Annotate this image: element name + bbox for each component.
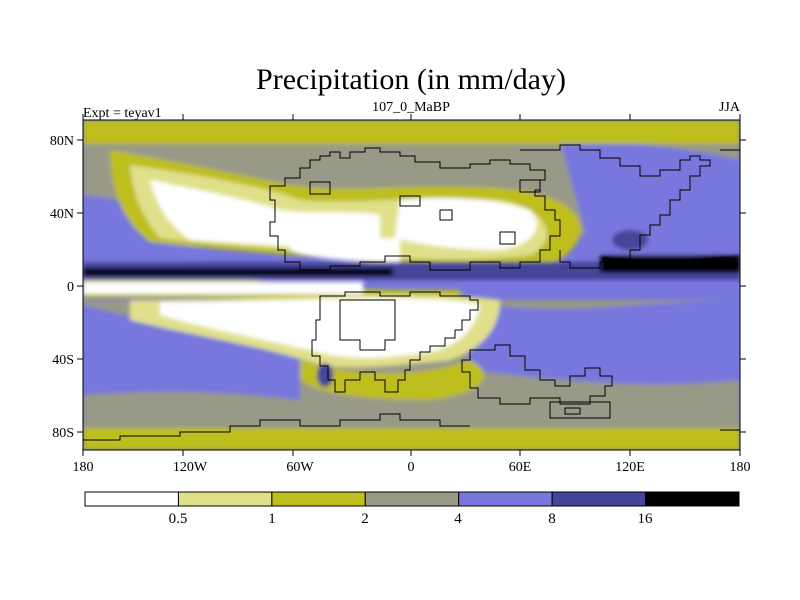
colorbar-swatch: [177, 491, 273, 507]
map-title: Precipitation (in mm/day): [256, 63, 566, 96]
precipitation-field: [83, 120, 740, 450]
lon-tick-label: 0: [408, 460, 415, 475]
colorbar-swatch: [458, 491, 553, 507]
lat-tick-label: 0: [67, 280, 74, 295]
season-label: JJA: [719, 100, 741, 115]
colorbar-swatch: [364, 491, 460, 507]
colorbar-label: 4: [454, 511, 462, 527]
lat-tick-label: 40N: [50, 207, 74, 222]
colorbar-swatch: [84, 491, 179, 507]
colorbar-label: 16: [638, 511, 654, 527]
lat-tick-label: 40S: [52, 353, 74, 368]
colorbar-label: 2: [361, 511, 369, 527]
lon-tick-label: 120W: [173, 460, 208, 475]
colorbar-label: 1: [268, 511, 276, 527]
lon-tick-label: 60E: [509, 460, 532, 475]
colorbar: 0.5 1 2 4 8 16: [84, 491, 740, 527]
colorbar-label: 8: [548, 511, 556, 527]
colorbar-swatch: [551, 491, 647, 507]
lon-tick-label: 120E: [615, 460, 645, 475]
lon-tick-label: 180: [730, 460, 751, 475]
lon-tick-label: 180: [73, 460, 94, 475]
colorbar-label: 0.5: [169, 511, 188, 527]
colorbar-swatch: [645, 491, 740, 507]
lat-tick-label: 80N: [50, 134, 74, 149]
lat-tick-label: 80S: [52, 426, 74, 441]
colorbar-swatch: [271, 491, 366, 507]
experiment-label: Expt = teyav1: [83, 106, 162, 121]
time-period-label: 107_0_MaBP: [372, 100, 450, 115]
axis-ticks: [77, 114, 746, 456]
lon-tick-label: 60W: [286, 460, 314, 475]
